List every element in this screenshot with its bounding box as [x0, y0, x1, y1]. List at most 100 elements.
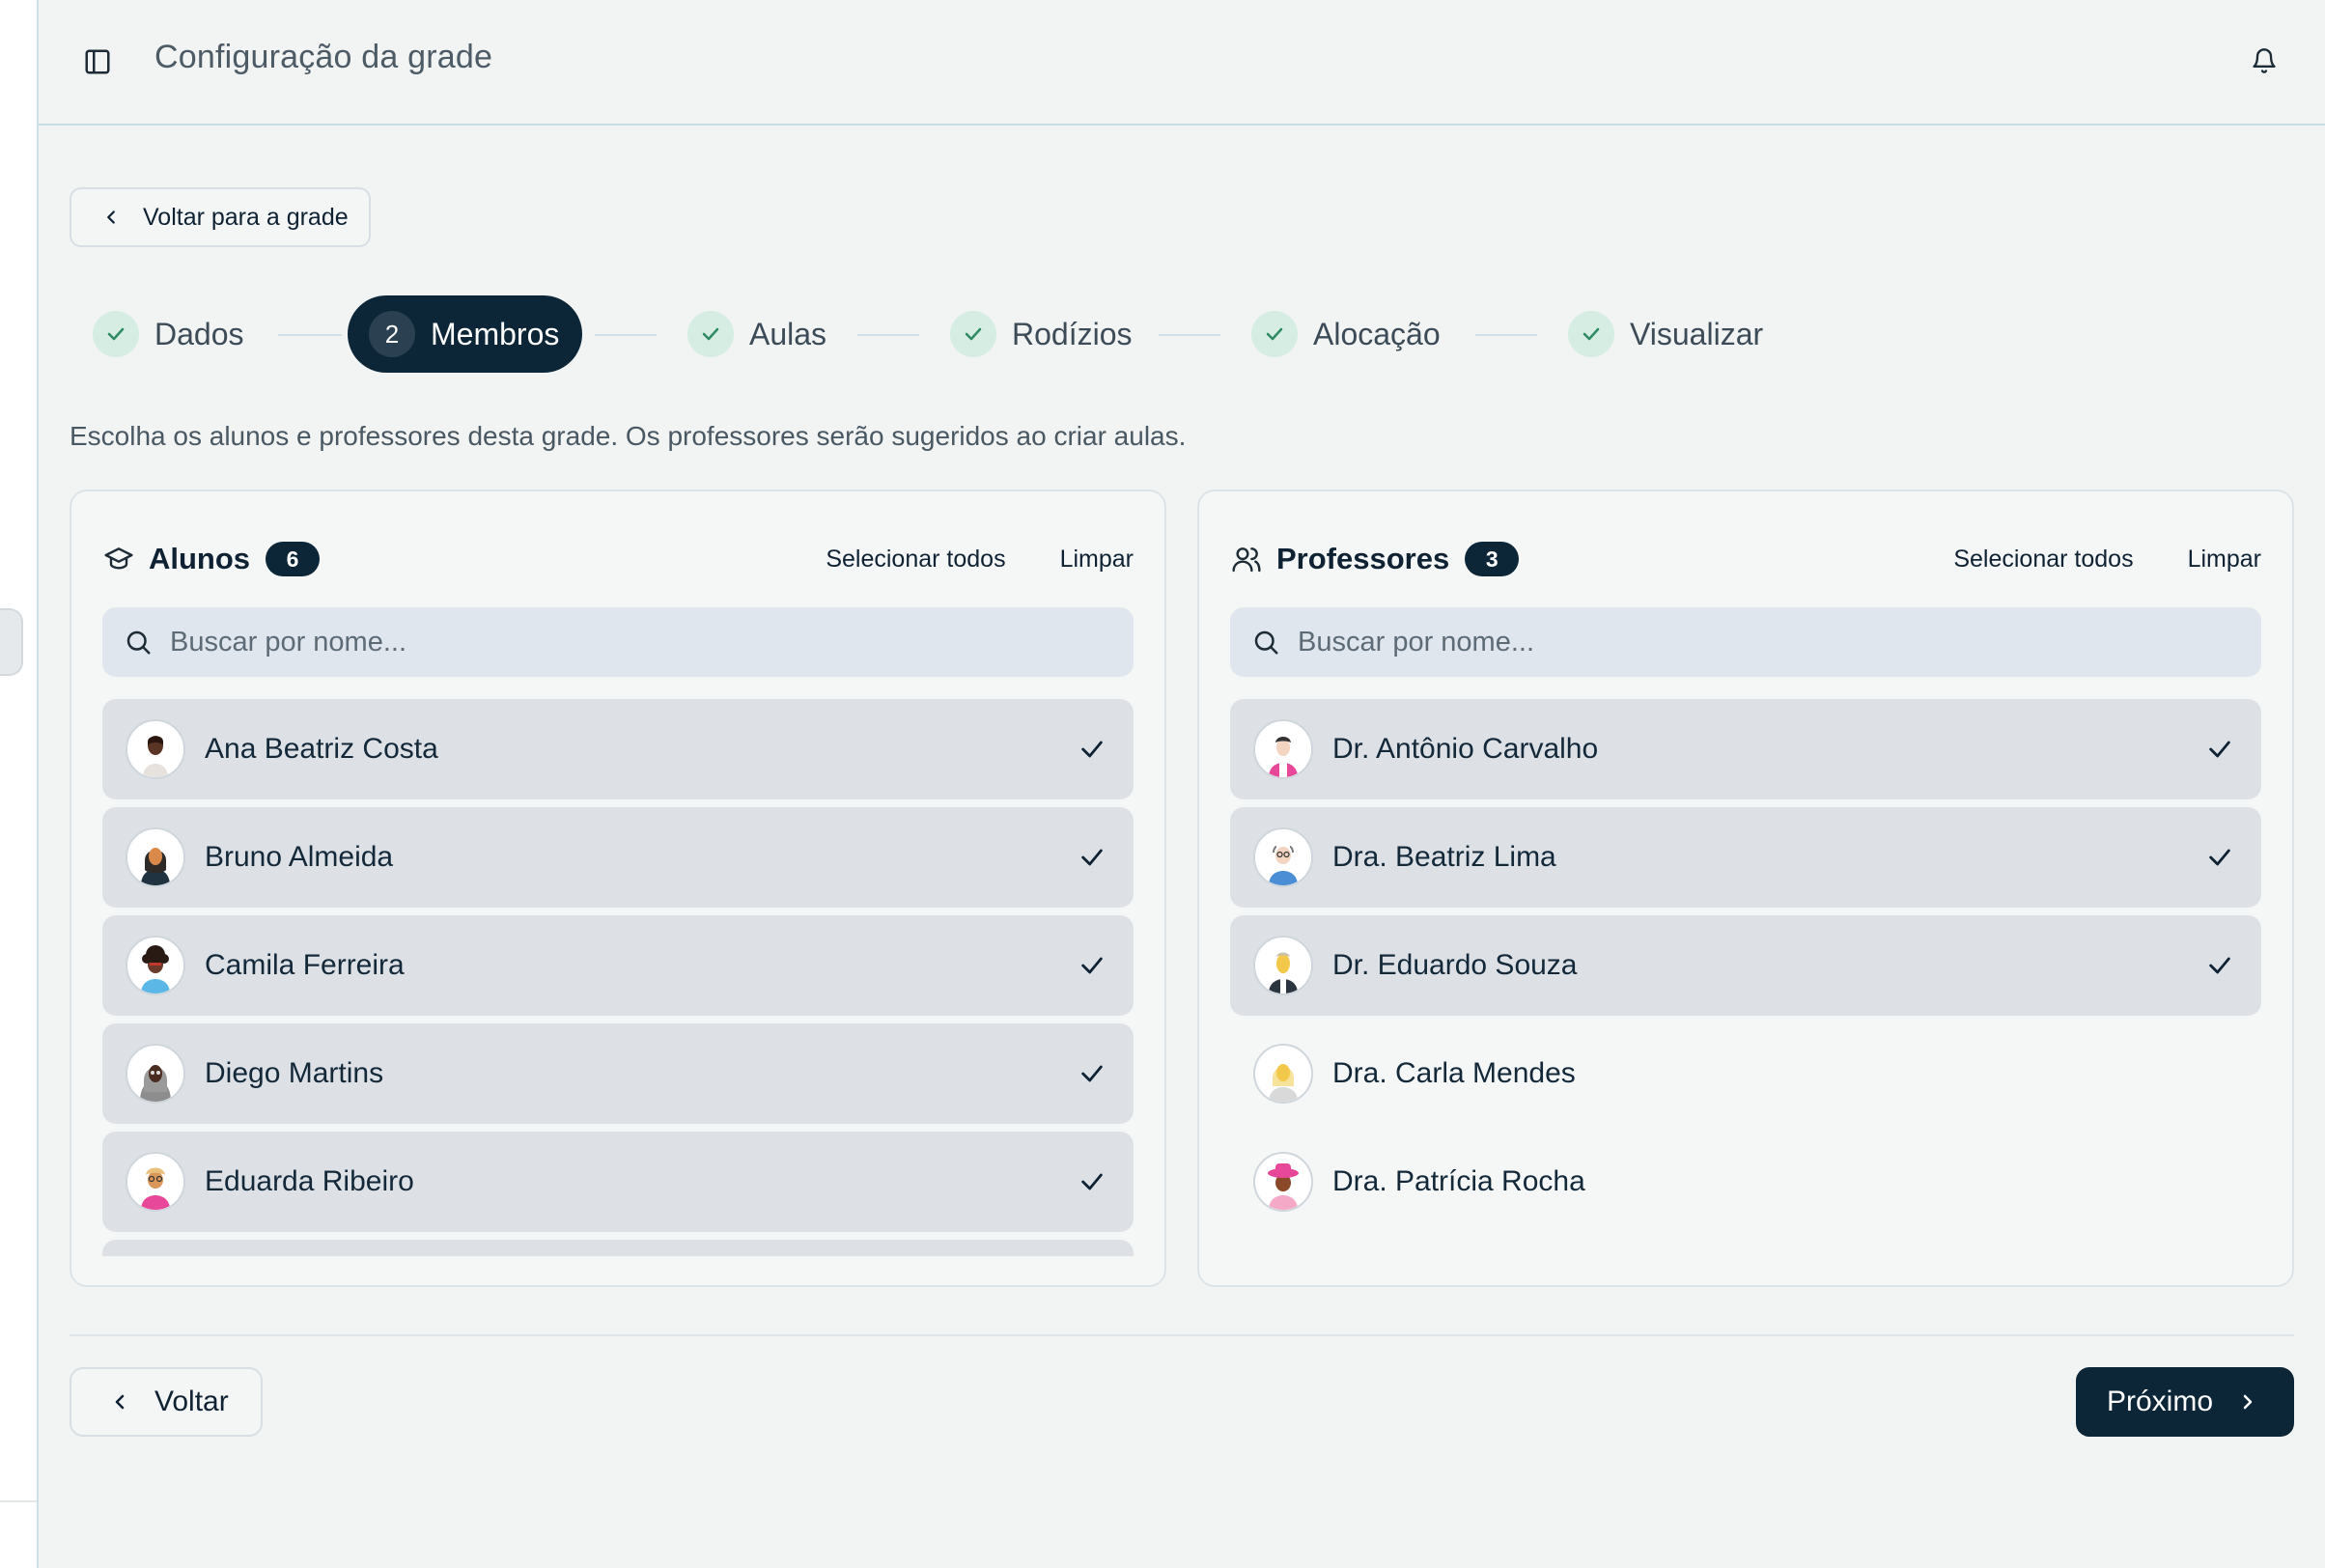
avatar	[126, 719, 185, 779]
avatar	[1253, 719, 1313, 779]
teacher-name: Dr. Antônio Carvalho	[1332, 733, 1599, 765]
clear-students-button[interactable]: Limpar	[1059, 545, 1134, 573]
teachers-title: Professores	[1276, 542, 1450, 575]
graduation-cap-icon	[102, 543, 135, 575]
step-connector	[857, 334, 919, 336]
step-aulas[interactable]: Aulas	[687, 295, 826, 373]
students-list: Ana Beatriz Costa Bruno Almeida Camila F…	[102, 699, 1134, 1256]
select-all-teachers-button[interactable]: Selecionar todos	[1953, 545, 2134, 573]
bell-icon[interactable]	[2248, 44, 2281, 77]
checkmark-icon	[2205, 843, 2234, 872]
search-icon	[1249, 626, 1282, 658]
page-title: Configuração da grade	[154, 39, 493, 75]
students-count-badge: 6	[266, 542, 321, 576]
avatar	[126, 936, 185, 995]
avatar	[1253, 1152, 1313, 1212]
teacher-name: Dra. Patrícia Rocha	[1332, 1165, 1585, 1197]
teacher-row[interactable]: Dr. Eduardo Souza	[1230, 915, 2261, 1016]
student-row[interactable]	[102, 1240, 1134, 1256]
students-header: Alunos 6 Selecionar todos Limpar	[102, 530, 1134, 588]
top-bar: Configuração da grade	[39, 0, 2325, 126]
sidebar-toggle-icon[interactable]	[81, 45, 114, 78]
check-icon	[93, 311, 139, 357]
students-card: Alunos 6 Selecionar todos Limpar Ana Bea…	[70, 490, 1166, 1287]
wizard-stepper: Dados 2 Membros Aulas Rodízios Alocação …	[87, 295, 1786, 373]
step-number: 2	[369, 311, 415, 357]
checkmark-icon	[2205, 951, 2234, 980]
teachers-card: Professores 3 Selecionar todos Limpar Dr…	[1197, 490, 2294, 1287]
teachers-search[interactable]	[1230, 607, 2261, 677]
teacher-row[interactable]: Dra. Patrícia Rocha	[1230, 1132, 2261, 1232]
chevron-left-icon	[108, 1390, 131, 1414]
next-label: Próximo	[2107, 1386, 2214, 1417]
chevron-right-icon	[2236, 1390, 2259, 1414]
teacher-row[interactable]: Dra. Carla Mendes	[1230, 1023, 2261, 1124]
clear-teachers-button[interactable]: Limpar	[2187, 545, 2261, 573]
students-search[interactable]	[102, 607, 1134, 677]
avatar	[1253, 936, 1313, 995]
teacher-name: Dr. Eduardo Souza	[1332, 949, 1578, 981]
check-icon	[1568, 311, 1614, 357]
users-icon	[1230, 543, 1263, 575]
student-name: Bruno Almeida	[205, 841, 394, 873]
step-connector	[1159, 334, 1220, 336]
rail-divider	[0, 1500, 37, 1502]
students-title: Alunos	[149, 542, 251, 575]
back-to-grade-button[interactable]: Voltar para a grade	[70, 187, 371, 247]
checkmark-icon	[2205, 735, 2234, 764]
footer-divider	[70, 1334, 2294, 1336]
select-all-students-button[interactable]: Selecionar todos	[826, 545, 1006, 573]
teachers-header: Professores 3 Selecionar todos Limpar	[1230, 530, 2261, 588]
checkmark-icon	[1078, 735, 1106, 764]
step-label: Dados	[154, 316, 244, 351]
check-icon	[687, 311, 734, 357]
teacher-name: Dra. Beatriz Lima	[1332, 841, 1556, 873]
checkmark-icon	[1078, 1059, 1106, 1088]
step-label: Aulas	[749, 316, 827, 351]
student-row[interactable]: Ana Beatriz Costa	[102, 699, 1134, 799]
student-name: Ana Beatriz Costa	[205, 733, 438, 765]
teacher-row[interactable]: Dr. Antônio Carvalho	[1230, 699, 2261, 799]
students-search-input[interactable]	[168, 625, 1041, 659]
student-row[interactable]: Eduarda Ribeiro	[102, 1132, 1134, 1232]
step-label: Membros	[431, 316, 560, 351]
student-name: Diego Martins	[205, 1057, 384, 1089]
step-label: Rodízios	[1012, 316, 1133, 351]
check-icon	[950, 311, 996, 357]
back-button[interactable]: Voltar	[70, 1367, 263, 1437]
left-rail	[0, 0, 39, 1568]
back-to-grade-label: Voltar para a grade	[143, 203, 349, 231]
checkmark-icon	[1078, 1167, 1106, 1196]
checkmark-icon	[1078, 843, 1106, 872]
step-dados[interactable]: Dados	[93, 295, 244, 373]
student-row[interactable]: Diego Martins	[102, 1023, 1134, 1124]
checkmark-icon	[1078, 951, 1106, 980]
student-row[interactable]: Bruno Almeida	[102, 807, 1134, 908]
teacher-name: Dra. Carla Mendes	[1332, 1057, 1576, 1089]
step-connector	[595, 334, 657, 336]
step-alocacao[interactable]: Alocação	[1251, 295, 1441, 373]
chevron-left-icon	[100, 207, 122, 228]
next-button[interactable]: Próximo	[2076, 1367, 2294, 1437]
step-label: Visualizar	[1630, 316, 1764, 351]
search-icon	[122, 626, 154, 658]
sidebar-resize-handle[interactable]	[0, 608, 23, 676]
step-label: Alocação	[1313, 316, 1441, 351]
avatar	[126, 1152, 185, 1212]
avatar	[126, 1044, 185, 1104]
step-visualizar[interactable]: Visualizar	[1568, 295, 1763, 373]
student-name: Eduarda Ribeiro	[205, 1165, 414, 1197]
avatar	[126, 827, 185, 887]
step-connector	[1475, 334, 1537, 336]
student-row[interactable]: Camila Ferreira	[102, 915, 1134, 1016]
student-name: Camila Ferreira	[205, 949, 405, 981]
teachers-list: Dr. Antônio Carvalho Dra. Beatriz Lima D…	[1230, 699, 2261, 1256]
teacher-row[interactable]: Dra. Beatriz Lima	[1230, 807, 2261, 908]
step-membros[interactable]: 2 Membros	[348, 295, 583, 373]
teachers-search-input[interactable]	[1296, 625, 2169, 659]
teachers-count-badge: 3	[1465, 542, 1520, 576]
check-icon	[1251, 311, 1298, 357]
step-connector	[278, 334, 342, 336]
step-rodizios[interactable]: Rodízios	[950, 295, 1133, 373]
instructions-text: Escolha os alunos e professores desta gr…	[70, 421, 1187, 451]
